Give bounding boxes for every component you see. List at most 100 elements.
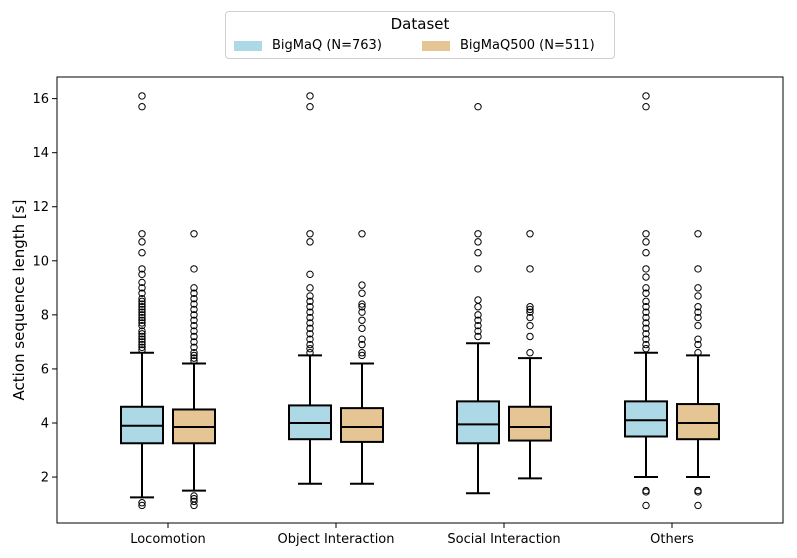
flier-point [138,300,146,308]
legend-entry-bigmaq500: BigMaQ500 (N=511) [422,38,595,53]
y-tick-label-4: 4 [41,416,49,431]
flier-point [190,332,198,341]
flier-point [526,332,534,341]
flier-point [694,486,702,495]
flier-point [190,357,198,365]
flier-point [306,319,314,327]
box-0-2 [456,103,500,495]
flier-point [642,319,650,327]
flier-point [138,346,146,354]
x-tick-label-0: Locomotion [130,532,206,547]
flier-point [642,340,650,349]
flier-point [190,230,198,238]
iqr-box [340,407,384,443]
flier-point [474,238,482,246]
flier-point [138,321,146,330]
flier-point [138,103,146,111]
flier-point [358,230,366,238]
flier-point [694,284,702,292]
flier-point [138,284,146,292]
flier-point [306,335,314,343]
flier-point [190,265,198,273]
flier-point [642,238,650,246]
flier-point [358,340,366,349]
flier-point [474,103,482,111]
flier-point [694,313,702,322]
flier-point [190,305,198,314]
flier-point [358,349,366,357]
flier-point [358,324,366,333]
flier-point [190,338,198,346]
flier-point [306,92,314,100]
flier-point [190,354,198,362]
flier-point [474,303,482,311]
flier-point [306,313,314,322]
box-0-3 [624,92,668,510]
y-tick-label-6: 6 [41,362,49,377]
flier-point [694,349,702,357]
legend-title: Dataset [390,15,450,33]
flier-point [642,92,650,100]
flier-point [138,278,146,287]
flier-point [526,349,534,357]
iqr-box [676,403,720,441]
flier-point [474,265,482,273]
flier-point [138,313,146,322]
y-tick-label-2: 2 [41,471,49,486]
flier-point [138,294,146,303]
flier-point [306,297,314,306]
flier-point [306,303,314,311]
flier-point [694,265,702,273]
flier-point [306,284,314,292]
flier-point [138,327,146,335]
iqr-box [624,400,668,438]
flier-point [138,343,146,352]
x-tick-label-1: Object Interaction [278,532,395,547]
flier-point [190,494,198,503]
flier-point [138,297,146,306]
flier-point [694,335,702,343]
flier-point [190,492,198,500]
box-0-0 [120,92,164,510]
flier-point [526,303,534,311]
y-tick-label-14: 14 [32,146,49,161]
flier-point [306,308,314,316]
flier-point [138,319,146,327]
flier-point [358,281,366,289]
flier-point [190,327,198,335]
flier-point [306,344,314,353]
flier-point [138,308,146,316]
flier-point [138,248,146,257]
flier-point [642,303,650,311]
flier-point [642,248,650,257]
flier-point [642,103,650,111]
legend-entry-bigmaq: BigMaQ (N=763) [234,38,382,53]
y-tick-label-16: 16 [32,92,49,107]
x-axis: Locomotion Object Interaction Social Inter… [130,523,694,547]
flier-point [190,311,198,319]
flier-point [306,238,314,246]
iqr-box [508,405,552,442]
flier-point [138,289,146,297]
flier-point [190,316,198,324]
flier-point [474,296,482,304]
box-0-1 [288,92,332,485]
flier-point [526,265,534,273]
flier-point [138,265,146,273]
flier-point [526,313,534,322]
flier-point [138,330,146,338]
flier-point [642,335,650,343]
flier-point [642,297,650,306]
flier-point [306,103,314,111]
flier-point [138,335,146,343]
flier-point [642,230,650,238]
y-axis-label: Action sequence length [s] [10,200,28,401]
flier-point [190,349,198,357]
box-1-0 [172,230,216,510]
flier-point [306,349,314,357]
flier-point [642,289,650,297]
flier-point [694,303,702,311]
flier-point [694,340,702,349]
flier-point [306,340,314,349]
flier-point [358,289,366,297]
